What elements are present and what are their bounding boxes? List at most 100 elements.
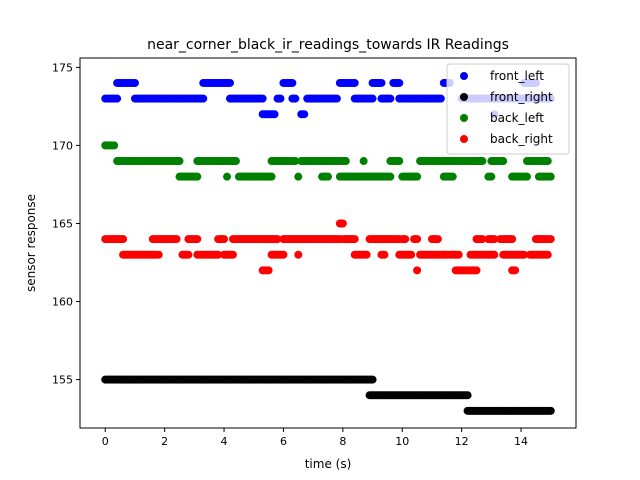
- data-point-back_right: [433, 235, 442, 244]
- data-point-back_right: [380, 250, 389, 259]
- x-axis-label: time (s): [305, 457, 352, 471]
- y-axis-label: sensor response: [24, 194, 38, 292]
- data-point-back_left: [475, 157, 484, 166]
- y-axis: 155 160 165 170 175: [52, 61, 80, 387]
- data-point-back_right: [413, 266, 422, 275]
- y-tick-label: 155: [52, 374, 73, 387]
- x-tick-label: 14: [514, 435, 528, 448]
- x-axis: 0 2 4 6 8 10 12 14: [102, 428, 528, 448]
- legend-box: [446, 63, 570, 155]
- data-point-front_right: [463, 391, 472, 400]
- legend: front_left front_right back_left back_right: [446, 63, 570, 155]
- data-point-back_right: [508, 235, 517, 244]
- data-point-back_left: [294, 172, 303, 181]
- data-point-back_right: [511, 266, 520, 275]
- data-point-back_right: [119, 235, 128, 244]
- data-point-back_right: [401, 235, 410, 244]
- data-point-back_right: [172, 235, 181, 244]
- data-point-back_right: [472, 266, 481, 275]
- data-point-front_left: [368, 94, 377, 103]
- data-point-back_left: [175, 157, 184, 166]
- data-point-front_right: [368, 375, 377, 384]
- data-point-back_right: [490, 235, 499, 244]
- data-point-back_right: [214, 250, 223, 259]
- data-point-front_right: [546, 406, 555, 415]
- data-point-back_right: [294, 250, 303, 259]
- data-point-front_left: [377, 78, 386, 87]
- data-point-front_left: [288, 78, 297, 87]
- data-point-back_left: [546, 172, 555, 181]
- data-point-front_left: [300, 110, 309, 119]
- y-tick-label: 175: [52, 61, 73, 74]
- data-point-back_right: [273, 235, 282, 244]
- data-point-front_left: [199, 94, 208, 103]
- series-front_right: [101, 375, 555, 415]
- data-point-front_left: [332, 94, 341, 103]
- x-tick-label: 8: [339, 435, 346, 448]
- data-point-back_left: [341, 157, 350, 166]
- data-point-back_left: [386, 172, 395, 181]
- data-point-back_right: [490, 250, 499, 259]
- data-point-front_left: [130, 78, 139, 87]
- data-point-back_right: [338, 219, 347, 228]
- data-point-back_right: [520, 250, 529, 259]
- data-point-back_right: [413, 235, 422, 244]
- data-point-back_right: [543, 250, 552, 259]
- data-point-front_left: [270, 110, 279, 119]
- data-point-front_left: [395, 78, 404, 87]
- y-tick-label: 170: [52, 139, 73, 152]
- data-point-front_left: [225, 78, 234, 87]
- data-point-back_right: [546, 235, 555, 244]
- data-point-back_left: [448, 172, 457, 181]
- data-point-front_left: [258, 94, 267, 103]
- data-point-back_left: [291, 157, 300, 166]
- data-point-back_left: [193, 172, 202, 181]
- x-tick-label: 2: [161, 435, 168, 448]
- plot-frame: [79, 57, 577, 429]
- data-point-back_right: [154, 250, 163, 259]
- data-point-front_left: [276, 94, 285, 103]
- data-point-back_left: [395, 157, 404, 166]
- data-point-back_right: [220, 235, 229, 244]
- data-point-back_right: [478, 235, 487, 244]
- data-point-back_right: [362, 250, 371, 259]
- data-point-back_left: [267, 172, 276, 181]
- data-point-back_right: [350, 235, 359, 244]
- data-point-back_left: [231, 157, 240, 166]
- data-point-front_left: [291, 94, 300, 103]
- legend-label-back_right: back_right: [490, 132, 553, 146]
- x-tick-label: 0: [102, 435, 109, 448]
- data-point-back_left: [324, 172, 332, 181]
- data-point-back_left: [223, 172, 232, 181]
- data-point-back_right: [454, 250, 463, 259]
- legend-marker-front_left: [460, 72, 468, 80]
- data-point-front_left: [386, 94, 395, 103]
- data-point-back_right: [184, 250, 193, 259]
- data-point-back_right: [228, 250, 237, 259]
- data-point-front_left: [113, 94, 122, 103]
- x-tick-label: 10: [395, 435, 409, 448]
- x-tick-label: 4: [221, 435, 228, 448]
- data-point-back_left: [487, 172, 496, 181]
- data-point-back_right: [279, 250, 288, 259]
- data-point-back_right: [193, 235, 202, 244]
- data-point-back_left: [110, 141, 119, 150]
- data-point-front_left: [436, 94, 445, 103]
- data-point-back_left: [499, 157, 508, 166]
- series-back_left: [101, 141, 555, 181]
- legend-label-back_left: back_left: [490, 111, 544, 125]
- chart-title: near_corner_black_ir_readings_towards IR…: [147, 37, 509, 53]
- data-point-back_right: [264, 266, 273, 275]
- x-tick-label: 6: [280, 435, 287, 448]
- legend-marker-back_right: [460, 135, 468, 143]
- legend-marker-front_right: [460, 93, 468, 101]
- data-point-back_right: [407, 250, 416, 259]
- legend-label-front_left: front_left: [490, 69, 544, 83]
- legend-marker-back_left: [460, 114, 468, 122]
- y-tick-label: 165: [52, 217, 73, 230]
- legend-label-front_right: front_right: [490, 90, 553, 104]
- y-tick-label: 160: [52, 296, 73, 309]
- series-back_right: [101, 219, 555, 275]
- data-point-back_left: [522, 172, 531, 181]
- data-point-front_left: [350, 78, 359, 87]
